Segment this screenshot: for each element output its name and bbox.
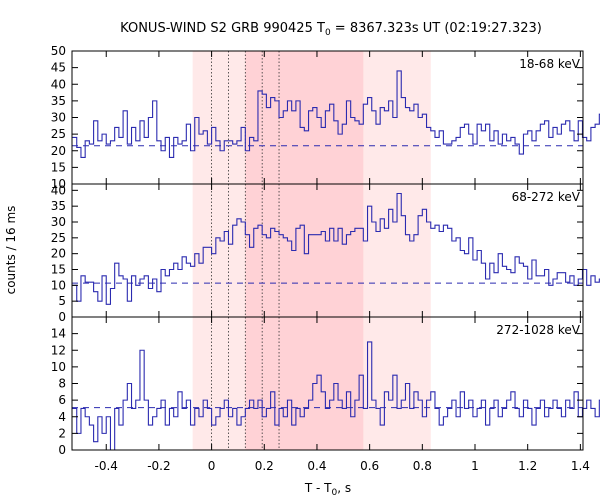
y-tick-label: 20 xyxy=(51,144,66,158)
x-tick-label: 0.2 xyxy=(255,459,274,473)
y-tick-label: 8 xyxy=(58,377,66,391)
y-tick-label: 25 xyxy=(51,231,66,245)
energy-band-label: 272-1028 keV xyxy=(496,323,580,337)
y-tick-label: 4 xyxy=(58,410,66,424)
y-tick-label: 6 xyxy=(58,393,66,407)
x-tick-label: 0 xyxy=(208,459,216,473)
y-tick-label: 10 xyxy=(51,360,66,374)
count-histogram xyxy=(72,192,600,305)
y-tick-label: 10 xyxy=(51,278,66,292)
chart-title: KONUS-WIND S2 GRB 990425 T0 = 8367.323s … xyxy=(120,21,542,38)
panel-1: 10 15 20 25 30 35 40 45 50 18-68 keV xyxy=(51,44,600,191)
x-tick-label: -0.2 xyxy=(147,459,170,473)
y-tick-label: 50 xyxy=(51,44,66,58)
y-tick-label: 35 xyxy=(51,94,66,108)
x-tick-label: 0.6 xyxy=(360,459,379,473)
x-tick-label: 1.2 xyxy=(518,459,537,473)
y-tick-label: 0 xyxy=(58,310,66,324)
y-tick-label: 30 xyxy=(51,215,66,229)
x-tick-label: 0.8 xyxy=(413,459,432,473)
x-axis: -0.4 -0.2 0 0.2 0.4 0.6 0.8 1 1.2 1.4 xyxy=(95,459,590,473)
y-tick-label: 45 xyxy=(51,61,66,75)
count-histogram xyxy=(72,341,600,451)
count-histogram xyxy=(72,70,600,158)
y-tick-label: 14 xyxy=(51,327,66,341)
energy-band-label: 68-272 keV xyxy=(512,190,581,204)
x-tick-label: 1.4 xyxy=(571,459,590,473)
y-tick-label: 10 xyxy=(51,177,66,191)
y-tick-label: 2 xyxy=(58,426,66,440)
y-tick-label: 0 xyxy=(58,443,66,457)
x-tick-label: -0.4 xyxy=(95,459,118,473)
y-tick-label: 35 xyxy=(51,199,66,213)
y-tick-label: 40 xyxy=(51,183,66,197)
energy-band-label: 18-68 keV xyxy=(519,57,581,71)
panel-3: 0 2 4 6 8 10 12 14 272-1028 keV xyxy=(51,316,600,457)
y-tick-label: 12 xyxy=(51,343,66,357)
x-tick-label: 1 xyxy=(471,459,479,473)
y-tick-label: 20 xyxy=(51,247,66,261)
x-axis-label: T - T0, s xyxy=(304,481,351,498)
y-tick-label: 30 xyxy=(51,111,66,125)
y-tick-label: 15 xyxy=(51,263,66,277)
y-tick-label: 25 xyxy=(51,127,66,141)
y-axis-label: counts / 16 ms xyxy=(4,206,18,295)
y-tick-label: 5 xyxy=(58,294,66,308)
x-tick-label: 0.4 xyxy=(307,459,326,473)
y-tick-label: 40 xyxy=(51,77,66,91)
y-tick-label: 15 xyxy=(51,160,66,174)
